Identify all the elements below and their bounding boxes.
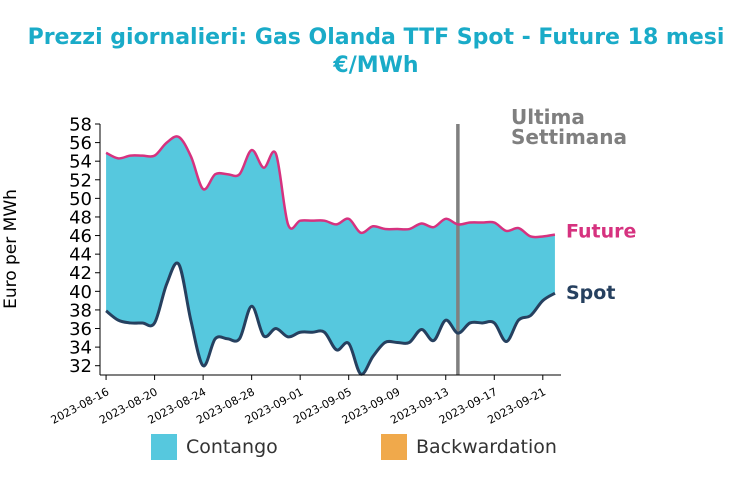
series-line-future: [105, 135, 556, 239]
y-tick-label: 46: [69, 226, 92, 247]
y-tick-label: 42: [69, 263, 92, 284]
y-tick-label: 48: [69, 207, 92, 228]
chart-title-line1: Prezzi giornalieri: Gas Olanda TTF Spot …: [27, 25, 725, 50]
legend-label-backwardation: Backwardation: [416, 436, 557, 458]
series-label-future: Future: [566, 221, 636, 243]
legend-item-backwardation: Backwardation: [381, 432, 557, 462]
y-tick-label: 34: [69, 338, 92, 359]
y-tick-label: 50: [69, 189, 92, 210]
y-tick-label: 40: [69, 282, 92, 303]
axis-layer: 32343638404244464850525456582023-08-1620…: [1, 115, 561, 427]
y-tick-label: 58: [69, 115, 92, 136]
y-tick-label: 44: [69, 245, 92, 266]
y-tick-label: 54: [69, 152, 92, 173]
last-week-label-line2: Settimana: [511, 125, 627, 149]
area-layer: [106, 136, 555, 375]
y-tick-label: 38: [69, 300, 92, 321]
y-tick-label: 52: [69, 170, 92, 191]
series-line-spot: [105, 261, 556, 376]
y-axis-label: Euro per MWh: [1, 189, 21, 309]
last-week-label-line1: Ultima: [511, 105, 585, 129]
y-tick-label: 36: [69, 319, 92, 340]
y-tick-label: 32: [69, 356, 92, 377]
legend-item-contango: Contango: [151, 432, 278, 462]
y-tick-label: 56: [69, 133, 92, 154]
contango-area: [106, 136, 555, 375]
line-layer: [105, 135, 556, 376]
legend-swatch-contango: [151, 434, 177, 460]
series-label-spot: Spot: [566, 282, 615, 304]
legend-label-contango: Contango: [186, 436, 278, 458]
chart-title-line2: €/MWh: [333, 53, 419, 78]
legend-swatch-backwardation: [381, 434, 407, 460]
chart-title: Prezzi giornalieri: Gas Olanda TTF Spot …: [0, 24, 752, 80]
